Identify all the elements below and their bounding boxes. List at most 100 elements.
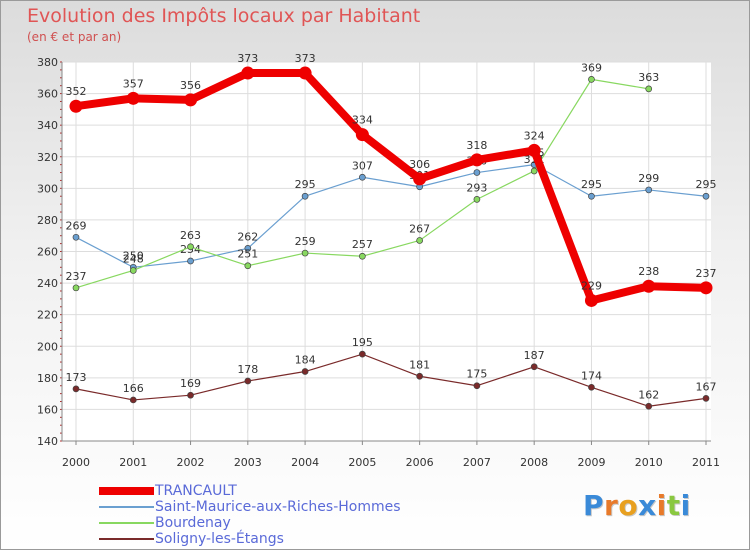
data-label: 251 bbox=[237, 248, 258, 261]
data-label: 237 bbox=[696, 267, 717, 280]
data-label: 162 bbox=[638, 388, 659, 401]
y-tick-label: 140 bbox=[37, 435, 58, 448]
data-point bbox=[359, 350, 366, 358]
data-point bbox=[187, 391, 194, 399]
data-point bbox=[187, 257, 194, 265]
data-label: 357 bbox=[123, 77, 144, 90]
data-point bbox=[359, 173, 366, 181]
data-point bbox=[301, 192, 309, 200]
y-tick-label: 340 bbox=[37, 119, 58, 132]
data-label: 373 bbox=[237, 52, 258, 65]
legend-label: Saint-Maurice-aux-Riches-Hommes bbox=[155, 499, 401, 515]
logo-letter: r bbox=[604, 489, 619, 522]
legend-label: TRANCAULT bbox=[155, 483, 237, 499]
data-label: 324 bbox=[524, 129, 545, 142]
y-tick-label: 160 bbox=[37, 403, 58, 416]
data-label: 334 bbox=[352, 114, 373, 127]
data-point bbox=[355, 128, 369, 142]
logo-letter: i bbox=[680, 489, 691, 522]
data-label: 363 bbox=[638, 71, 659, 84]
chart-subtitle: (en € et par an) bbox=[27, 30, 122, 44]
logo-letter: o bbox=[618, 489, 639, 522]
legend-label: Soligny-les-Étangs bbox=[155, 531, 284, 547]
data-point bbox=[416, 372, 423, 380]
data-point bbox=[473, 196, 481, 203]
data-point bbox=[72, 233, 80, 241]
data-label: 318 bbox=[466, 139, 487, 152]
data-label: 263 bbox=[180, 229, 201, 242]
data-label: 237 bbox=[66, 270, 87, 283]
data-label: 174 bbox=[581, 369, 602, 382]
data-label: 184 bbox=[295, 354, 316, 367]
data-label: 307 bbox=[352, 159, 373, 172]
y-tick-label: 320 bbox=[37, 151, 58, 164]
data-label: 195 bbox=[352, 336, 373, 349]
x-tick-label: 2004 bbox=[291, 456, 319, 469]
y-tick-label: 220 bbox=[37, 309, 58, 322]
data-label: 352 bbox=[66, 85, 87, 98]
series-line bbox=[72, 69, 710, 305]
data-label: 295 bbox=[295, 178, 316, 191]
y-tick-label: 300 bbox=[37, 182, 58, 195]
data-label: 167 bbox=[696, 380, 717, 393]
data-label: 269 bbox=[66, 219, 87, 232]
data-label: 173 bbox=[66, 371, 87, 384]
x-tick-label: 2010 bbox=[635, 456, 663, 469]
data-label: 238 bbox=[638, 265, 659, 278]
x-tick-label: 2000 bbox=[62, 456, 90, 469]
x-tick-label: 2003 bbox=[234, 456, 262, 469]
data-label: 295 bbox=[696, 178, 717, 191]
data-point bbox=[588, 192, 595, 200]
y-tick-label: 380 bbox=[37, 56, 58, 69]
data-point bbox=[244, 377, 252, 385]
data-point bbox=[416, 237, 423, 244]
data-point bbox=[645, 186, 653, 194]
x-tick-label: 2001 bbox=[119, 456, 147, 469]
data-point bbox=[702, 395, 710, 402]
data-point bbox=[702, 192, 710, 200]
data-point bbox=[184, 93, 198, 107]
data-point bbox=[301, 249, 309, 257]
y-tick-label: 280 bbox=[37, 214, 58, 227]
data-label: 293 bbox=[466, 181, 487, 194]
data-label: 262 bbox=[237, 230, 258, 243]
x-tick-label: 2005 bbox=[348, 456, 376, 469]
legend-swatch bbox=[99, 522, 154, 524]
data-label: 257 bbox=[352, 238, 373, 251]
data-label: 295 bbox=[581, 178, 602, 191]
x-tick-label: 2006 bbox=[406, 456, 434, 469]
logo-letter: i bbox=[656, 489, 667, 522]
y-tick-label: 180 bbox=[37, 372, 58, 385]
x-tick-label: 2002 bbox=[177, 456, 205, 469]
data-label: 178 bbox=[237, 363, 258, 376]
proxiti-logo: Proxiti bbox=[583, 489, 691, 522]
data-label: 187 bbox=[524, 349, 545, 362]
legend-swatch bbox=[99, 538, 154, 540]
data-point bbox=[126, 91, 140, 105]
data-label: 369 bbox=[581, 61, 602, 74]
data-label: 250 bbox=[123, 249, 144, 262]
data-point bbox=[244, 244, 252, 252]
logo-letter: x bbox=[638, 489, 657, 522]
data-point bbox=[588, 383, 595, 391]
data-label: 175 bbox=[466, 368, 487, 381]
data-point bbox=[699, 281, 713, 295]
data-point bbox=[359, 252, 366, 260]
data-label: 306 bbox=[409, 158, 430, 171]
data-point bbox=[129, 396, 137, 404]
series-line bbox=[75, 164, 707, 268]
data-point bbox=[129, 267, 137, 274]
x-tick-label: 2009 bbox=[577, 456, 605, 469]
data-point bbox=[473, 382, 481, 390]
series-line bbox=[75, 353, 707, 407]
data-point bbox=[244, 262, 252, 270]
data-label: 356 bbox=[180, 79, 201, 92]
legend-label: Bourdenay bbox=[155, 515, 231, 531]
data-label: 166 bbox=[123, 382, 144, 395]
data-label: 181 bbox=[409, 358, 430, 371]
data-point bbox=[584, 293, 598, 307]
logo-letter: P bbox=[583, 489, 605, 522]
data-point bbox=[298, 66, 312, 80]
x-tick-label: 2008 bbox=[520, 456, 548, 469]
